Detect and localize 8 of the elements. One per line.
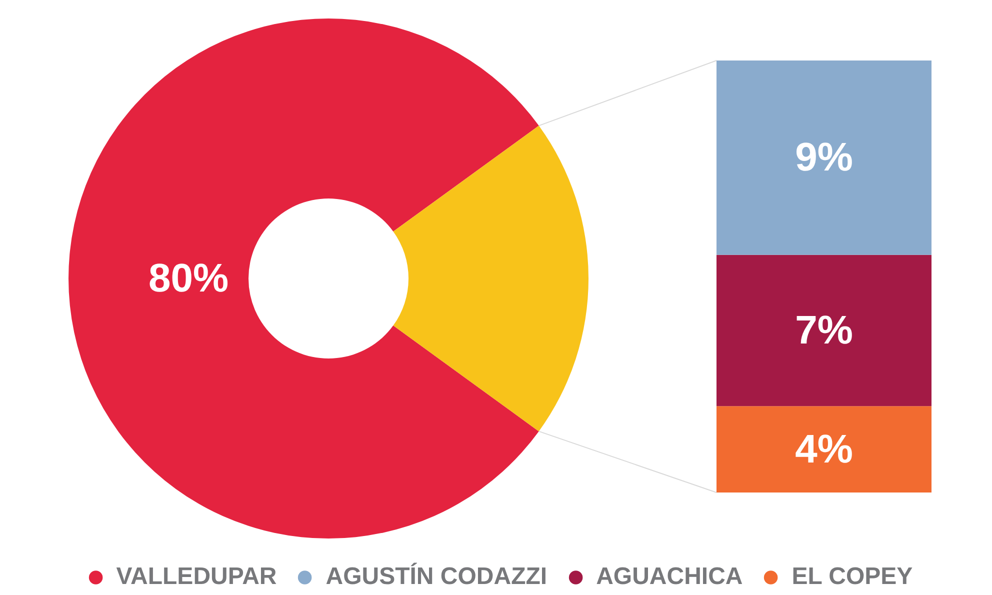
legend-label: AGUACHICA [596, 563, 743, 591]
legend-label: AGUSTÍN CODAZZI [326, 563, 548, 591]
data-label: 7% [795, 308, 853, 352]
data-label: 4% [795, 427, 853, 472]
legend-label: EL COPEY [792, 563, 913, 591]
data-label: 9% [795, 136, 853, 180]
data-label: 80% [148, 256, 229, 300]
legend-label: VALLEDUPAR [116, 563, 277, 591]
